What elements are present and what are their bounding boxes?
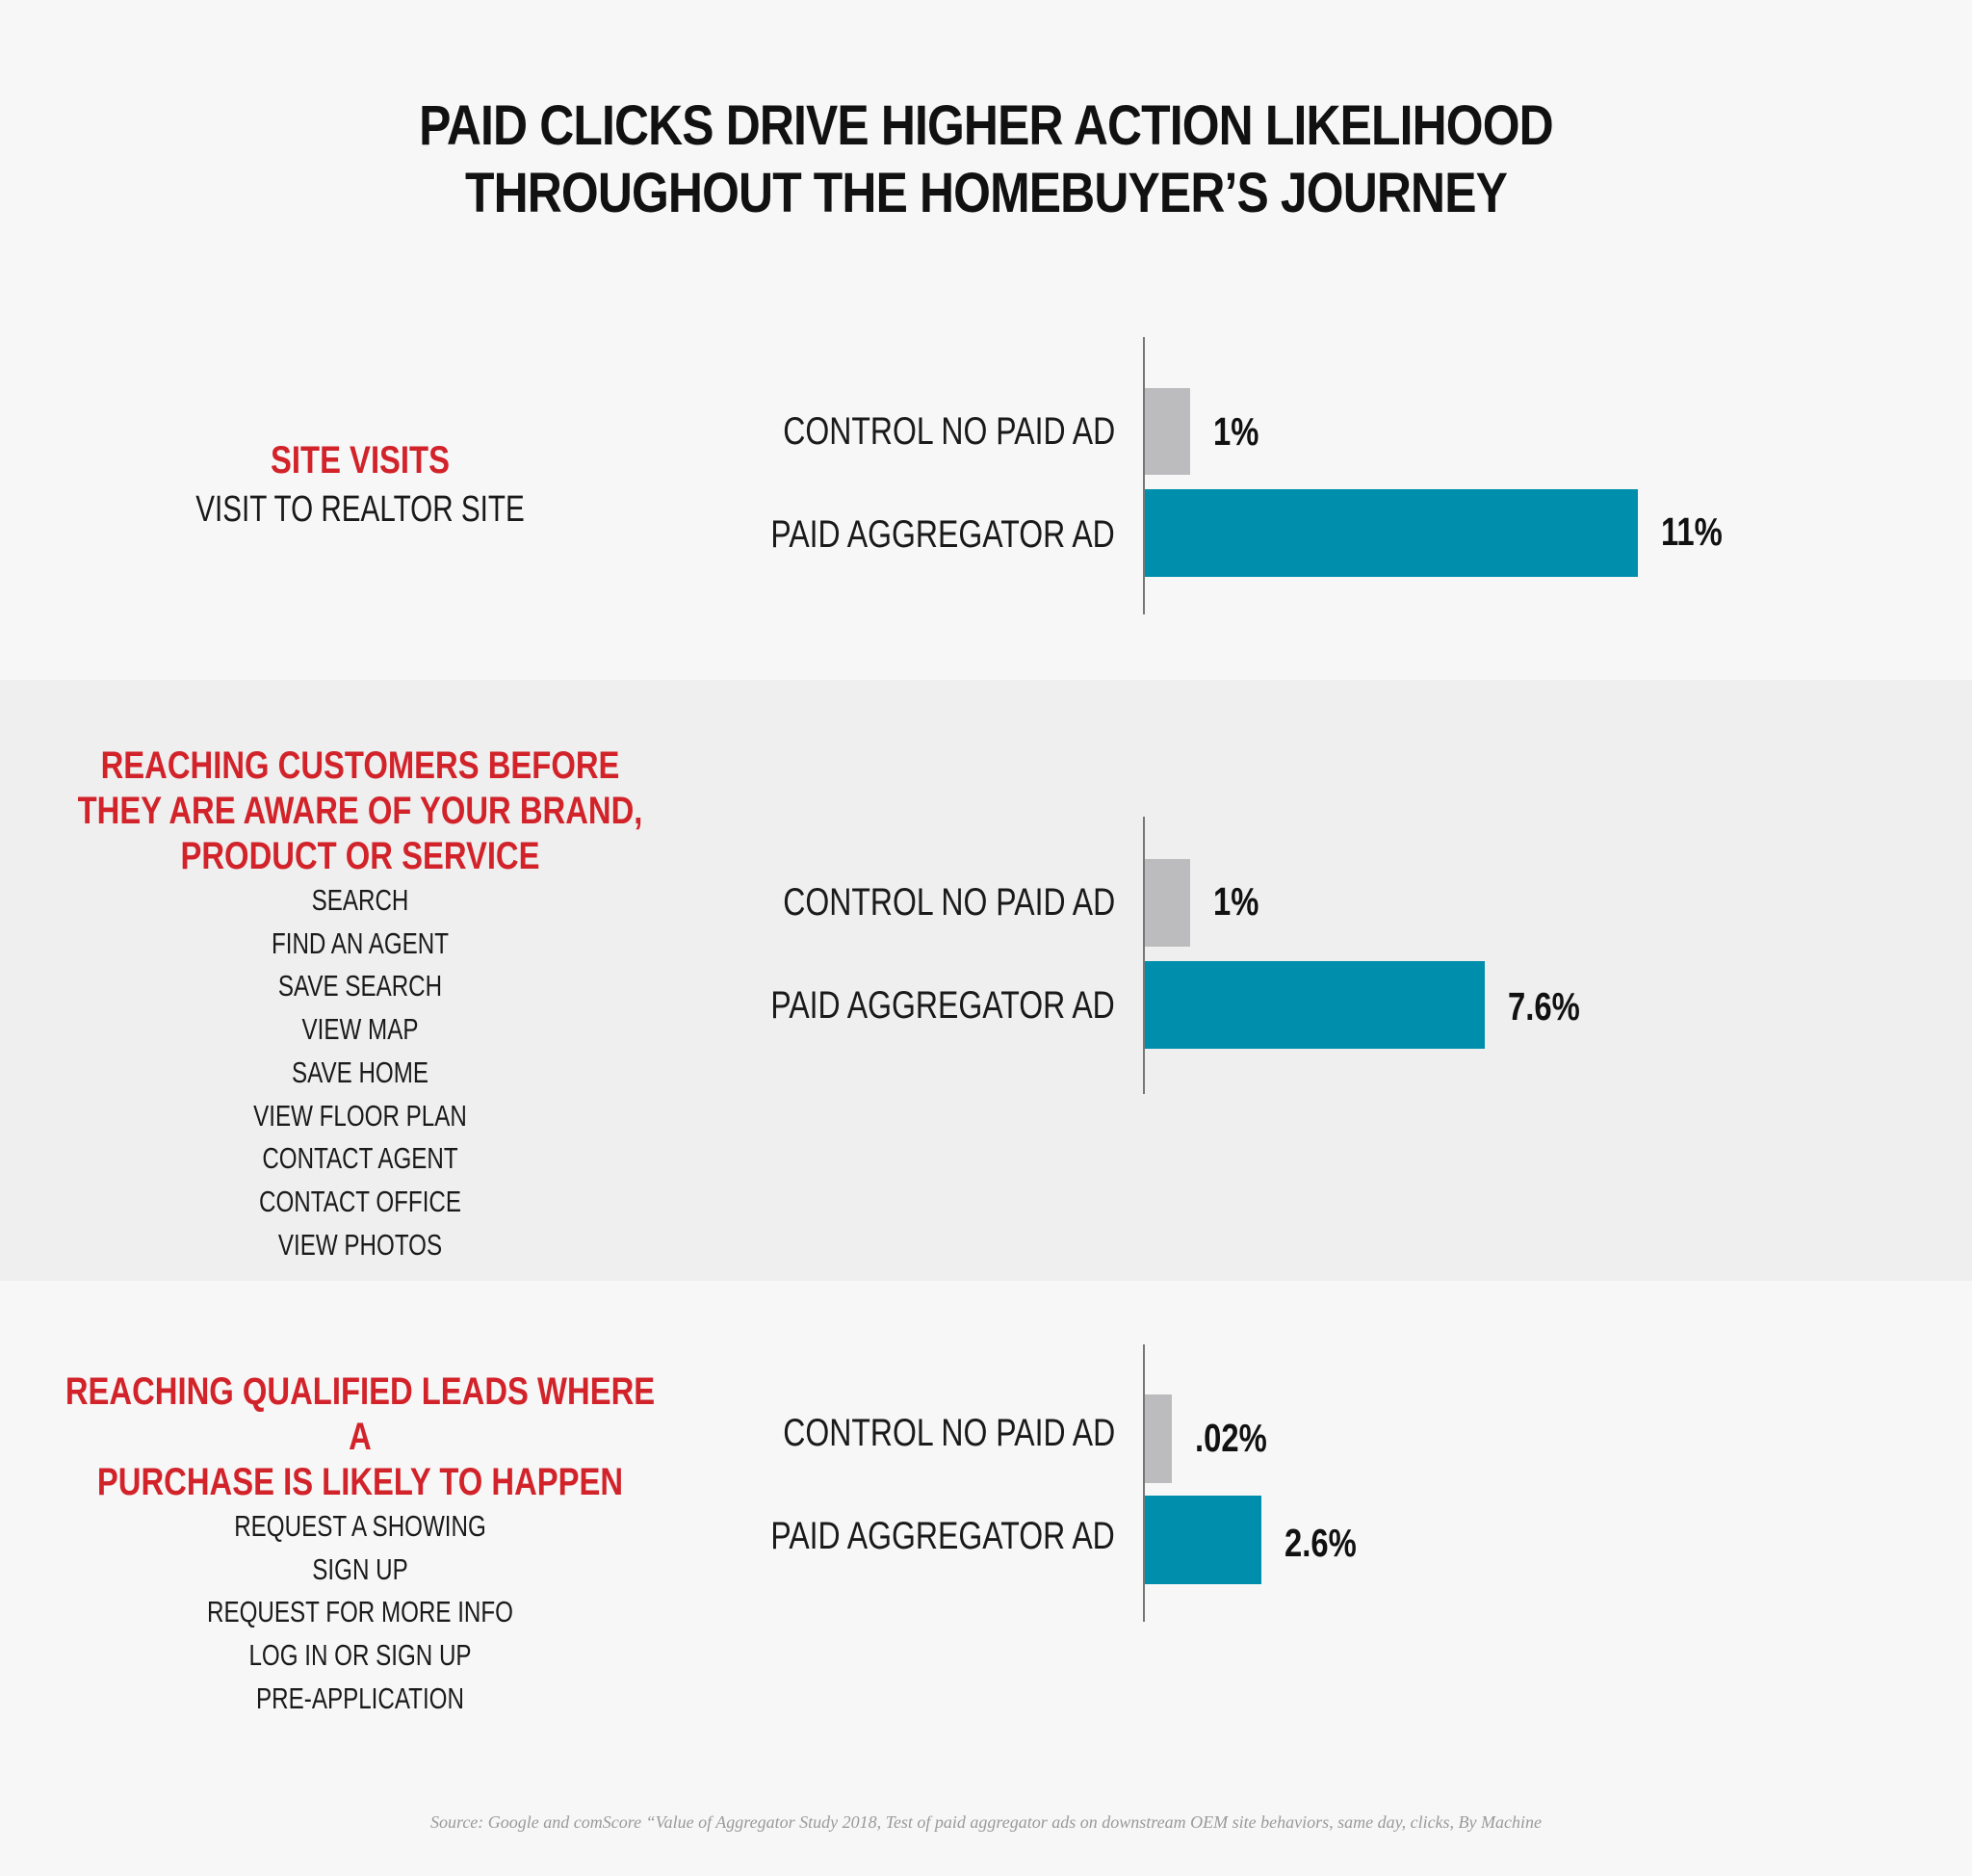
list-item: REQUEST A SHOWING [234, 1509, 486, 1543]
list-item: FIND AN AGENT [271, 925, 450, 960]
list-item: SEARCH [311, 883, 409, 917]
chart-1-category-paid: PAID AGGREGATOR AD [770, 513, 1115, 556]
section-3-heading-line-2: PURCHASE IS LIKELY TO HAPPEN [96, 1461, 624, 1503]
section-1-heading: SITE VISITS [65, 438, 655, 483]
chart-2-category-paid: PAID AGGREGATOR AD [770, 984, 1115, 1027]
chart-3-value-paid: 2.6% [1284, 1521, 1357, 1565]
title-line-1: PAID CLICKS DRIVE HIGHER ACTION LIKELIHO… [419, 94, 1554, 157]
chart-3-bar-control [1145, 1394, 1172, 1483]
list-item: CONTACT OFFICE [258, 1184, 462, 1218]
chart-3-value-control: .02% [1195, 1416, 1267, 1460]
section-3-heading: REACHING QUALIFIED LEADS WHERE A PURCHAS… [65, 1369, 655, 1505]
chart-1-axis [1143, 337, 1145, 614]
section-2-heading-line-2: THEY ARE AWARE OF YOUR BRAND, [77, 790, 643, 832]
list-item: SIGN UP [312, 1551, 408, 1586]
section-3-items: REQUEST A SHOWING SIGN UP REQUEST FOR MO… [0, 1505, 720, 1721]
list-item: VIEW PHOTOS [277, 1227, 443, 1262]
chart-1-value-control: 1% [1212, 409, 1258, 454]
section-1-item: VISIT TO REALTOR SITE [195, 489, 525, 530]
chart-2-value-paid: 7.6% [1508, 984, 1581, 1029]
list-item: SAVE HOME [292, 1055, 428, 1089]
chart-1-category-control: CONTROL NO PAID AD [783, 410, 1115, 453]
chart-2-axis [1143, 817, 1145, 1094]
section-2-band [0, 680, 1972, 1281]
title-line-2: THROUGHOUT THE HOMEBUYER’S JOURNEY [464, 162, 1508, 224]
section-1-description: SITE VISITS VISIT TO REALTOR SITE [0, 438, 720, 535]
chart-2-category-control: CONTROL NO PAID AD [783, 881, 1115, 924]
list-item: SAVE SEARCH [277, 969, 443, 1003]
section-1-heading-line: SITE VISITS [271, 439, 450, 482]
section-2-heading-line-1: REACHING CUSTOMERS BEFORE [100, 744, 620, 787]
list-item: PRE-APPLICATION [256, 1681, 464, 1715]
list-item: VIEW FLOOR PLAN [253, 1098, 467, 1133]
chart-1-value-paid: 11% [1660, 509, 1723, 554]
chart-3-category-control: CONTROL NO PAID AD [783, 1412, 1115, 1454]
list-item: LOG IN OR SIGN UP [248, 1638, 472, 1673]
chart-3-bar-paid [1145, 1496, 1261, 1584]
chart-1-bar-control [1145, 388, 1190, 475]
chart-1-bar-paid [1145, 489, 1638, 577]
section-2-heading: REACHING CUSTOMERS BEFORE THEY ARE AWARE… [65, 743, 655, 879]
chart-title: PAID CLICKS DRIVE HIGHER ACTION LIKELIHO… [138, 92, 1833, 227]
section-2-description: REACHING CUSTOMERS BEFORE THEY ARE AWARE… [0, 743, 720, 1266]
section-2-items: SEARCH FIND AN AGENT SAVE SEARCH VIEW MA… [0, 879, 720, 1266]
chart-3-axis [1143, 1344, 1145, 1622]
section-2-heading-line-3: PRODUCT OR SERVICE [180, 835, 540, 877]
list-item: CONTACT AGENT [262, 1141, 458, 1176]
section-3-heading-line-1: REACHING QUALIFIED LEADS WHERE A [65, 1370, 656, 1458]
chart-2-bar-control [1145, 859, 1190, 947]
list-item: REQUEST FOR MORE INFO [207, 1595, 513, 1629]
section-3-description: REACHING QUALIFIED LEADS WHERE A PURCHAS… [0, 1369, 720, 1721]
chart-2-value-control: 1% [1212, 879, 1258, 924]
source-note: Source: Google and comScore “Value of Ag… [429, 1812, 1543, 1832]
chart-3-category-paid: PAID AGGREGATOR AD [770, 1515, 1115, 1557]
chart-2-bar-paid [1145, 961, 1486, 1049]
list-item: VIEW MAP [301, 1012, 419, 1047]
